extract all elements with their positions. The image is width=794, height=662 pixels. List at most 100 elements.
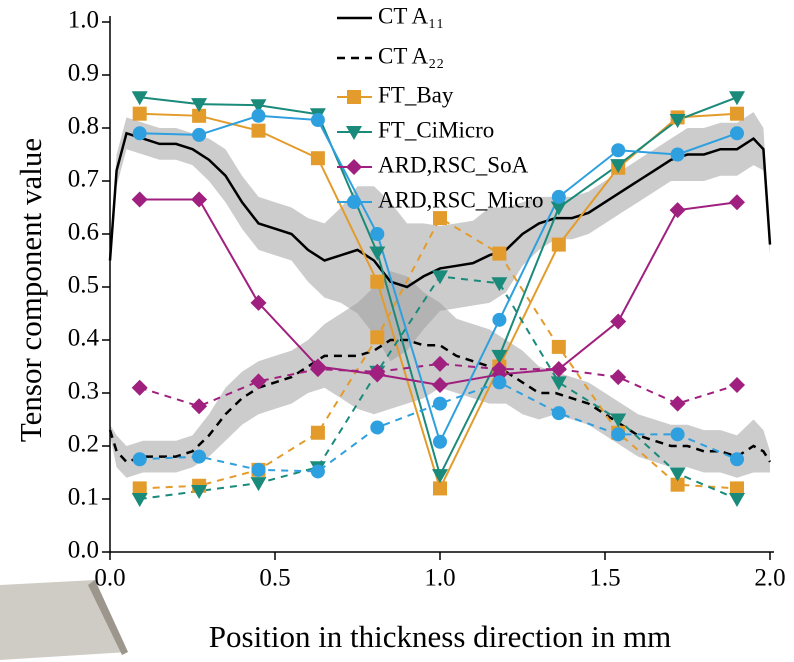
marker [250,99,267,114]
marker [131,91,148,106]
legend-marker [347,195,361,209]
marker [729,91,745,106]
marker [310,113,325,128]
x-tick-label: 2.0 [754,565,785,592]
marker [670,147,685,162]
y-tick-label: 0.6 [68,219,99,246]
marker [669,202,686,219]
x-tick-label: 0.0 [94,565,125,592]
legend-marker [346,159,362,175]
marker [491,349,508,364]
marker [131,493,148,507]
marker [192,449,207,464]
x-axis-title: Position in thickness direction in mm [209,619,671,654]
marker [670,427,685,442]
marker [191,191,208,208]
marker [250,373,267,390]
marker [610,369,627,386]
marker [551,406,566,421]
marker [250,477,267,492]
marker [730,481,744,496]
marker [610,313,627,330]
marker [670,477,685,492]
marker [669,114,686,129]
marker [370,274,385,289]
marker [192,127,207,142]
marker [729,493,745,507]
marker [433,481,447,496]
marker [191,398,208,415]
y-tick-label: 0.0 [68,537,99,564]
y-tick-label: 0.7 [68,166,99,193]
y-tick-label: 0.8 [68,113,99,140]
marker [729,194,745,211]
series-dashed-line [139,362,738,408]
marker [132,452,147,467]
marker [610,159,627,174]
marker [433,211,447,226]
marker [191,98,208,113]
marker [310,464,325,479]
marker [730,106,744,121]
legend-label: CT A₂₂ [378,43,444,68]
legend-marker [346,126,362,140]
marker [669,395,686,412]
marker [192,108,207,123]
marker [550,361,567,378]
legend-label: ARD,RSC_SoA [378,152,529,177]
marker [730,452,744,467]
legend-label: CT A₁₁ [378,3,444,28]
ct-line [108,131,772,289]
marker [551,237,566,252]
marker [611,427,626,442]
legend-label: FT_Bay [378,82,454,107]
marker [432,377,448,394]
marker [132,106,147,121]
marker [730,126,744,141]
marker [191,485,208,500]
marker [729,377,745,394]
legend-label: FT_CiMicro [378,117,494,142]
x-tick-label: 0.5 [259,565,290,592]
y-tick-label: 0.3 [68,378,99,405]
ct-line [108,338,772,464]
marker [550,201,567,216]
marker [132,126,147,141]
marker [492,246,507,261]
y-tick-label: 0.9 [68,60,99,87]
marker [310,151,325,166]
marker [551,189,566,204]
marker [131,379,148,396]
y-tick-label: 0.5 [68,272,99,299]
marker [610,413,627,428]
marker [131,191,148,208]
marker [433,396,447,411]
marker [550,376,567,391]
marker [432,469,448,484]
y-tick-label: 0.1 [68,484,99,511]
marker [370,227,385,241]
marker [433,434,447,449]
marker [492,375,507,390]
marker [310,425,325,440]
legend-label: ARD,RSC_Micro [378,187,544,212]
marker [251,123,266,138]
background-slab-edge [88,580,128,655]
marker [132,481,147,496]
marker [551,339,566,354]
marker [432,270,448,285]
marker [251,108,266,123]
marker [370,330,385,345]
ct-spread-band [110,271,770,478]
marker [669,467,686,482]
series-dashed-line [139,381,738,473]
marker [369,366,386,383]
marker [369,246,386,261]
y-tick-label: 0.4 [68,325,100,352]
marker [611,143,626,158]
legend-marker [347,90,361,104]
marker [492,312,507,327]
y-tick-label: 1.0 [68,7,99,34]
marker [309,358,326,375]
